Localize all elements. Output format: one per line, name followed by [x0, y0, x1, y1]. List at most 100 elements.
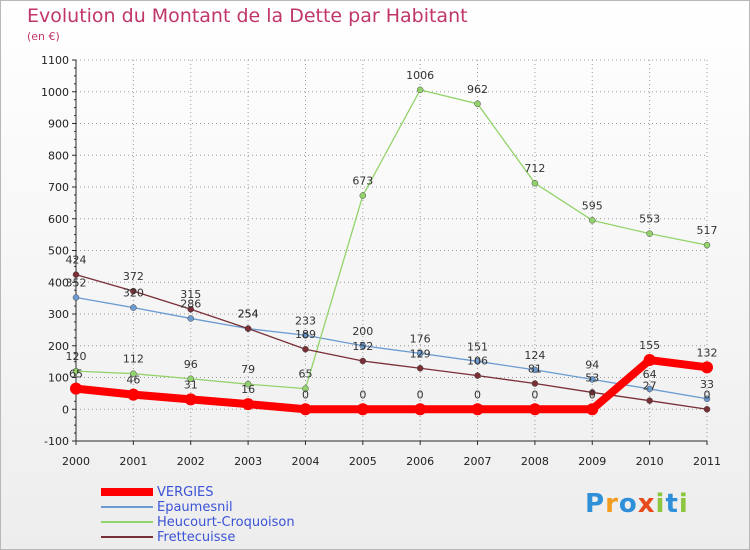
data-point — [643, 354, 656, 367]
data-label: 424 — [66, 254, 87, 267]
legend-swatch — [101, 488, 153, 496]
x-tick-label: 2004 — [291, 455, 319, 468]
data-point — [130, 287, 137, 295]
y-tick-label: 700 — [48, 181, 69, 194]
data-point — [356, 403, 369, 416]
series-line — [72, 356, 711, 414]
logo-letter: r — [605, 489, 619, 519]
data-label: 151 — [467, 340, 488, 353]
legend-swatch — [101, 506, 153, 508]
data-point — [187, 315, 194, 322]
data-point — [528, 403, 541, 416]
y-tick-label: 800 — [48, 149, 69, 162]
data-point — [299, 403, 312, 416]
data-label: 673 — [352, 175, 373, 188]
data-label: 81 — [528, 363, 542, 376]
data-label: 96 — [184, 358, 198, 371]
logo-letter: o — [618, 489, 638, 519]
data-point — [302, 345, 309, 353]
series-line — [75, 89, 708, 390]
data-label: 0 — [359, 388, 366, 401]
data-point — [414, 403, 427, 416]
data-label: 124 — [524, 349, 545, 362]
y-tick-label: 200 — [48, 340, 69, 353]
data-label: 132 — [697, 346, 718, 359]
data-label: 0 — [302, 388, 309, 401]
data-point — [302, 385, 309, 392]
logo-letter: t — [665, 489, 679, 519]
data-point — [187, 375, 194, 383]
data-point — [471, 403, 484, 416]
data-label: 962 — [467, 83, 488, 96]
x-tick-label: 2010 — [636, 455, 664, 468]
data-point — [589, 217, 596, 224]
data-point — [302, 332, 309, 339]
data-label: 16 — [241, 383, 255, 396]
x-tick-label: 2011 — [693, 455, 721, 468]
y-tick-label: 500 — [48, 245, 69, 258]
data-point — [701, 361, 713, 374]
data-label: 79 — [241, 363, 255, 376]
data-label: 233 — [295, 314, 316, 327]
legend-label: Frettecuisse — [157, 530, 236, 545]
data-label: 27 — [643, 380, 657, 393]
series-line — [75, 273, 708, 410]
data-point — [474, 100, 481, 108]
data-point — [474, 358, 481, 365]
data-point — [531, 366, 539, 374]
data-label: 286 — [180, 297, 201, 310]
data-point — [130, 370, 137, 377]
y-tick-label: 600 — [48, 213, 69, 226]
data-label: 31 — [184, 378, 198, 391]
data-point — [589, 389, 596, 396]
data-label: 33 — [700, 378, 714, 391]
y-tick-label: 900 — [48, 118, 69, 131]
data-point — [72, 294, 80, 301]
data-label: 254 — [238, 308, 259, 321]
data-label: 152 — [352, 340, 373, 353]
data-label: 112 — [123, 353, 144, 366]
data-point — [187, 305, 194, 313]
data-point — [646, 230, 653, 237]
data-point — [703, 395, 711, 403]
data-label: 315 — [180, 288, 201, 301]
data-label: 0 — [589, 388, 596, 401]
data-point — [359, 192, 367, 199]
x-tick-label: 2001 — [119, 455, 147, 468]
data-point — [589, 376, 596, 383]
data-point — [646, 397, 653, 404]
y-tick-label: 400 — [48, 276, 69, 289]
y-tick-label: -100 — [44, 435, 69, 448]
data-label: 65 — [298, 368, 312, 381]
data-label: 120 — [66, 350, 87, 363]
y-tick-label: 1100 — [41, 54, 69, 67]
data-label: 65 — [69, 368, 83, 381]
data-label: 0 — [704, 388, 711, 401]
legend-label: Heucourt-Croquoison — [157, 515, 295, 530]
data-point — [244, 325, 252, 332]
data-point — [70, 382, 82, 395]
data-point — [416, 350, 424, 357]
data-label: 372 — [123, 270, 144, 283]
data-label: 176 — [410, 332, 431, 345]
data-label: 155 — [639, 339, 660, 352]
data-point — [586, 403, 599, 416]
proxiti-logo: Proxiti — [585, 489, 689, 519]
data-label: 94 — [585, 358, 599, 371]
x-tick-label: 2006 — [406, 455, 434, 468]
y-tick-label: 0 — [62, 403, 69, 416]
data-point — [244, 380, 252, 388]
logo-letter: x — [637, 489, 656, 519]
series-line — [75, 296, 708, 400]
data-point — [242, 398, 255, 411]
data-point — [127, 388, 140, 401]
x-tick-label: 2005 — [349, 455, 377, 468]
y-tick-label: 100 — [48, 372, 69, 385]
data-label: 106 — [467, 355, 488, 368]
data-label: 129 — [410, 347, 431, 360]
data-point — [703, 241, 711, 249]
data-point — [72, 367, 80, 375]
x-tick-label: 2000 — [62, 455, 90, 468]
